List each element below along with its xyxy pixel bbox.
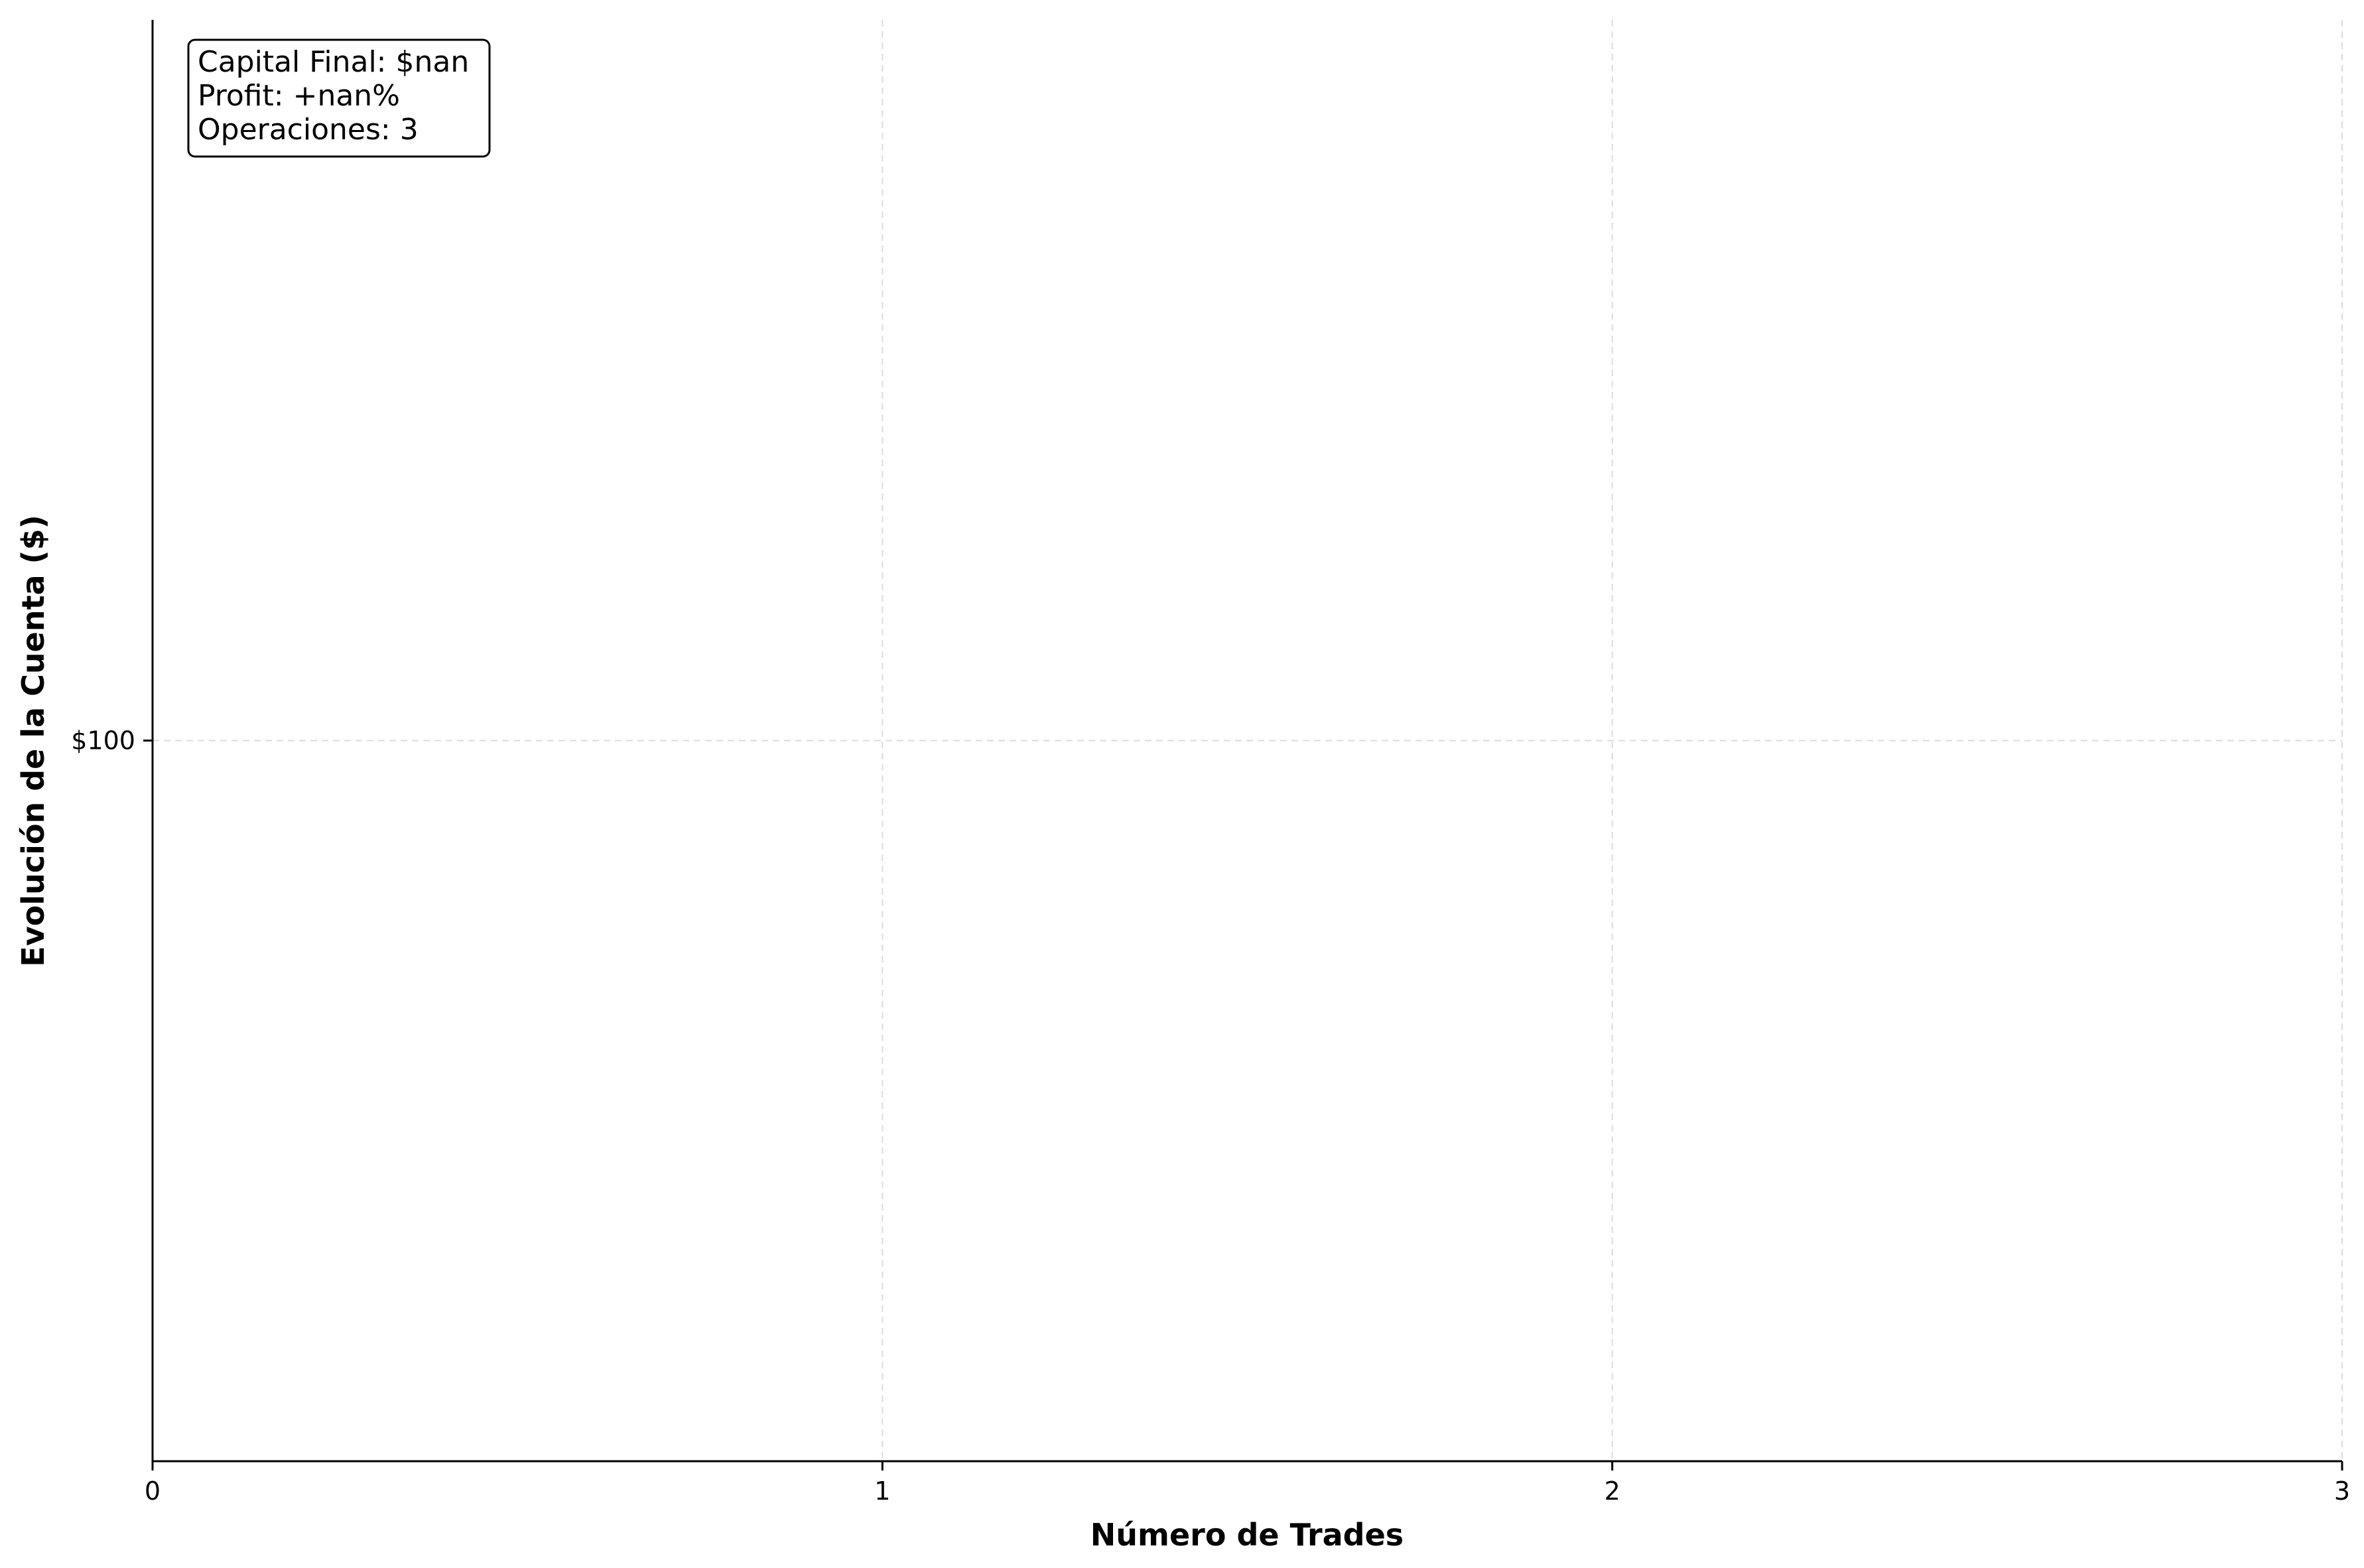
y-axis-label: Evolución de la Cuenta ($) <box>15 515 51 966</box>
x-tick-label: 0 <box>145 1476 161 1506</box>
x-tick-label: 3 <box>2334 1476 2350 1506</box>
info-box-frame <box>187 38 491 158</box>
x-tick-label: 2 <box>1605 1476 1620 1506</box>
info-box: Capital Final: $nan Profit: +nan% Operac… <box>187 38 491 158</box>
info-capital-final: Capital Final: $nan <box>198 45 469 79</box>
y-tick-label: $100 <box>71 726 135 755</box>
axis-ticks: 0 1 2 3 $100 <box>71 726 2350 1506</box>
info-operaciones: Operaciones: 3 <box>198 113 419 147</box>
grid-lines <box>153 20 2343 1461</box>
x-tick-label: 1 <box>874 1476 890 1506</box>
x-axis-label: Número de Trades <box>1090 1517 1404 1553</box>
info-profit: Profit: +nan% <box>198 79 400 113</box>
